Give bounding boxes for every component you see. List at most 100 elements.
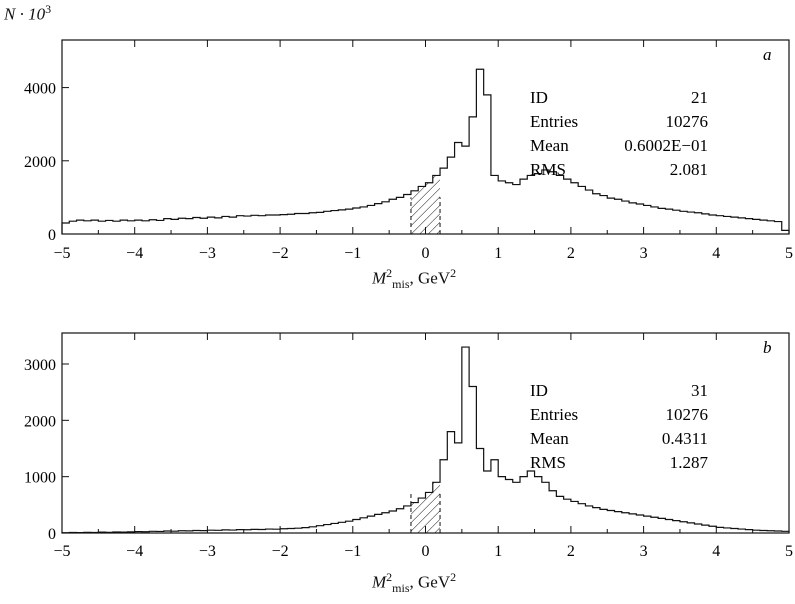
histogram-bar: [389, 199, 396, 234]
histogram-bar: [520, 179, 527, 234]
x-tick-label: 5: [785, 543, 793, 560]
histogram-bar: [694, 213, 701, 234]
histogram-bar: [309, 527, 316, 533]
histogram-bar: [346, 521, 353, 533]
histogram-outline: [61, 68, 790, 234]
histogram-bar: [171, 219, 178, 234]
histogram-bar: [716, 216, 723, 234]
histogram-bar: [651, 207, 658, 234]
x-tick-label: −3: [199, 245, 216, 262]
histogram-bar: [186, 219, 193, 234]
histogram-bar: [774, 222, 781, 234]
histogram-bar: [673, 521, 680, 533]
x-tick-label: 1: [494, 245, 502, 262]
histogram-bar: [396, 197, 403, 234]
histogram-bar: [280, 529, 287, 533]
histogram-bar: [600, 509, 607, 533]
x-tick-label: −2: [272, 245, 289, 262]
histogram-bar: [716, 527, 723, 533]
histogram-bar: [636, 204, 643, 234]
histogram-bar: [440, 168, 447, 234]
x-axis-label-unit-sup: 2: [450, 570, 457, 584]
histogram-bar: [629, 514, 636, 533]
histogram-bar: [760, 220, 767, 234]
x-tick-label: 0: [422, 543, 430, 560]
histogram-bar: [375, 514, 382, 533]
x-axis-label-sub: mis: [392, 277, 410, 292]
histogram-bar: [498, 181, 505, 234]
histogram-bar: [440, 460, 447, 533]
histogram-bar: [709, 526, 716, 533]
histogram-bar: [164, 219, 171, 234]
x-tick-label: 0: [422, 245, 430, 262]
histogram-bar: [520, 477, 527, 533]
x-axis-label-unit-sup: 2: [450, 266, 457, 280]
histogram-bar: [106, 220, 113, 234]
histogram-bar: [658, 518, 665, 533]
histogram-bar: [615, 199, 622, 234]
histogram-bar: [113, 221, 120, 234]
x-axis-label-unit: GeV: [418, 572, 451, 592]
histogram-bar: [287, 528, 294, 533]
x-axis-label-sub: mis: [392, 581, 410, 596]
stats-label: Entries: [530, 112, 578, 131]
histogram-bar: [244, 216, 251, 234]
histogram-bar: [62, 223, 69, 234]
histogram-bar: [615, 512, 622, 533]
x-axis-label-main: M: [372, 572, 387, 592]
stats-label: RMS: [530, 453, 566, 472]
x-axis-label-sup: 2: [386, 266, 393, 280]
x-tick-label: 4: [712, 543, 720, 560]
y-tick-label: 3000: [24, 357, 56, 374]
histogram-bar: [360, 518, 367, 533]
histogram-bar: [367, 205, 374, 234]
histogram-bar: [157, 220, 164, 234]
histogram-bar: [491, 460, 498, 533]
x-tick-label: 1: [494, 543, 502, 560]
histogram-bar: [680, 211, 687, 234]
histogram-bar: [542, 482, 549, 533]
histogram-bar: [375, 204, 382, 234]
histogram-bar: [491, 175, 498, 234]
histogram-bar: [331, 211, 338, 234]
histogram-bar: [629, 203, 636, 234]
histogram-bar: [709, 215, 716, 234]
histogram-bar: [309, 213, 316, 234]
panel-a: −5 −4 −3 −2 −1 0 1 2 3 4 5 0 2000 4000 a ID 21 Entries 102…: [24, 39, 793, 262]
y-axis-label-exponent: 3: [45, 2, 52, 16]
histogram-bar: [549, 172, 556, 234]
histogram-bar: [69, 221, 76, 234]
histogram-bar: [338, 210, 345, 234]
y-axis-label-text: N · 10: [4, 4, 46, 24]
stats-label: Mean: [530, 136, 569, 155]
histogram-bar: [251, 215, 258, 234]
histogram-bar: [382, 513, 389, 533]
stats-value: 31: [691, 381, 708, 400]
histogram-bar: [535, 477, 542, 533]
histogram-bar: [476, 69, 483, 234]
histogram-bar: [484, 95, 491, 234]
histogram-bar: [331, 523, 338, 533]
histogram-bar: [476, 448, 483, 533]
histogram-bar: [353, 519, 360, 533]
x-tick-label: −1: [344, 245, 361, 262]
histogram-bar: [404, 194, 411, 234]
histogram-bar: [178, 218, 185, 234]
histogram-bar: [680, 522, 687, 533]
x-tick-label: 2: [567, 543, 575, 560]
histogram-bar: [513, 185, 520, 234]
histogram-bar: [702, 525, 709, 533]
histogram-bar: [302, 214, 309, 234]
x-tick-label: −3: [199, 543, 216, 560]
x-tick-label: −4: [126, 543, 143, 560]
histogram-bar: [665, 519, 672, 533]
histogram-bar: [258, 216, 265, 234]
stats-label: ID: [530, 88, 548, 107]
histogram-bar: [687, 523, 694, 533]
histogram-bar: [382, 202, 389, 234]
histogram-bar: [273, 215, 280, 234]
histogram-bar: [498, 477, 505, 533]
histogram-bar: [644, 516, 651, 533]
x-axis-label-sup: 2: [386, 570, 393, 584]
histogram-bar: [280, 215, 287, 234]
